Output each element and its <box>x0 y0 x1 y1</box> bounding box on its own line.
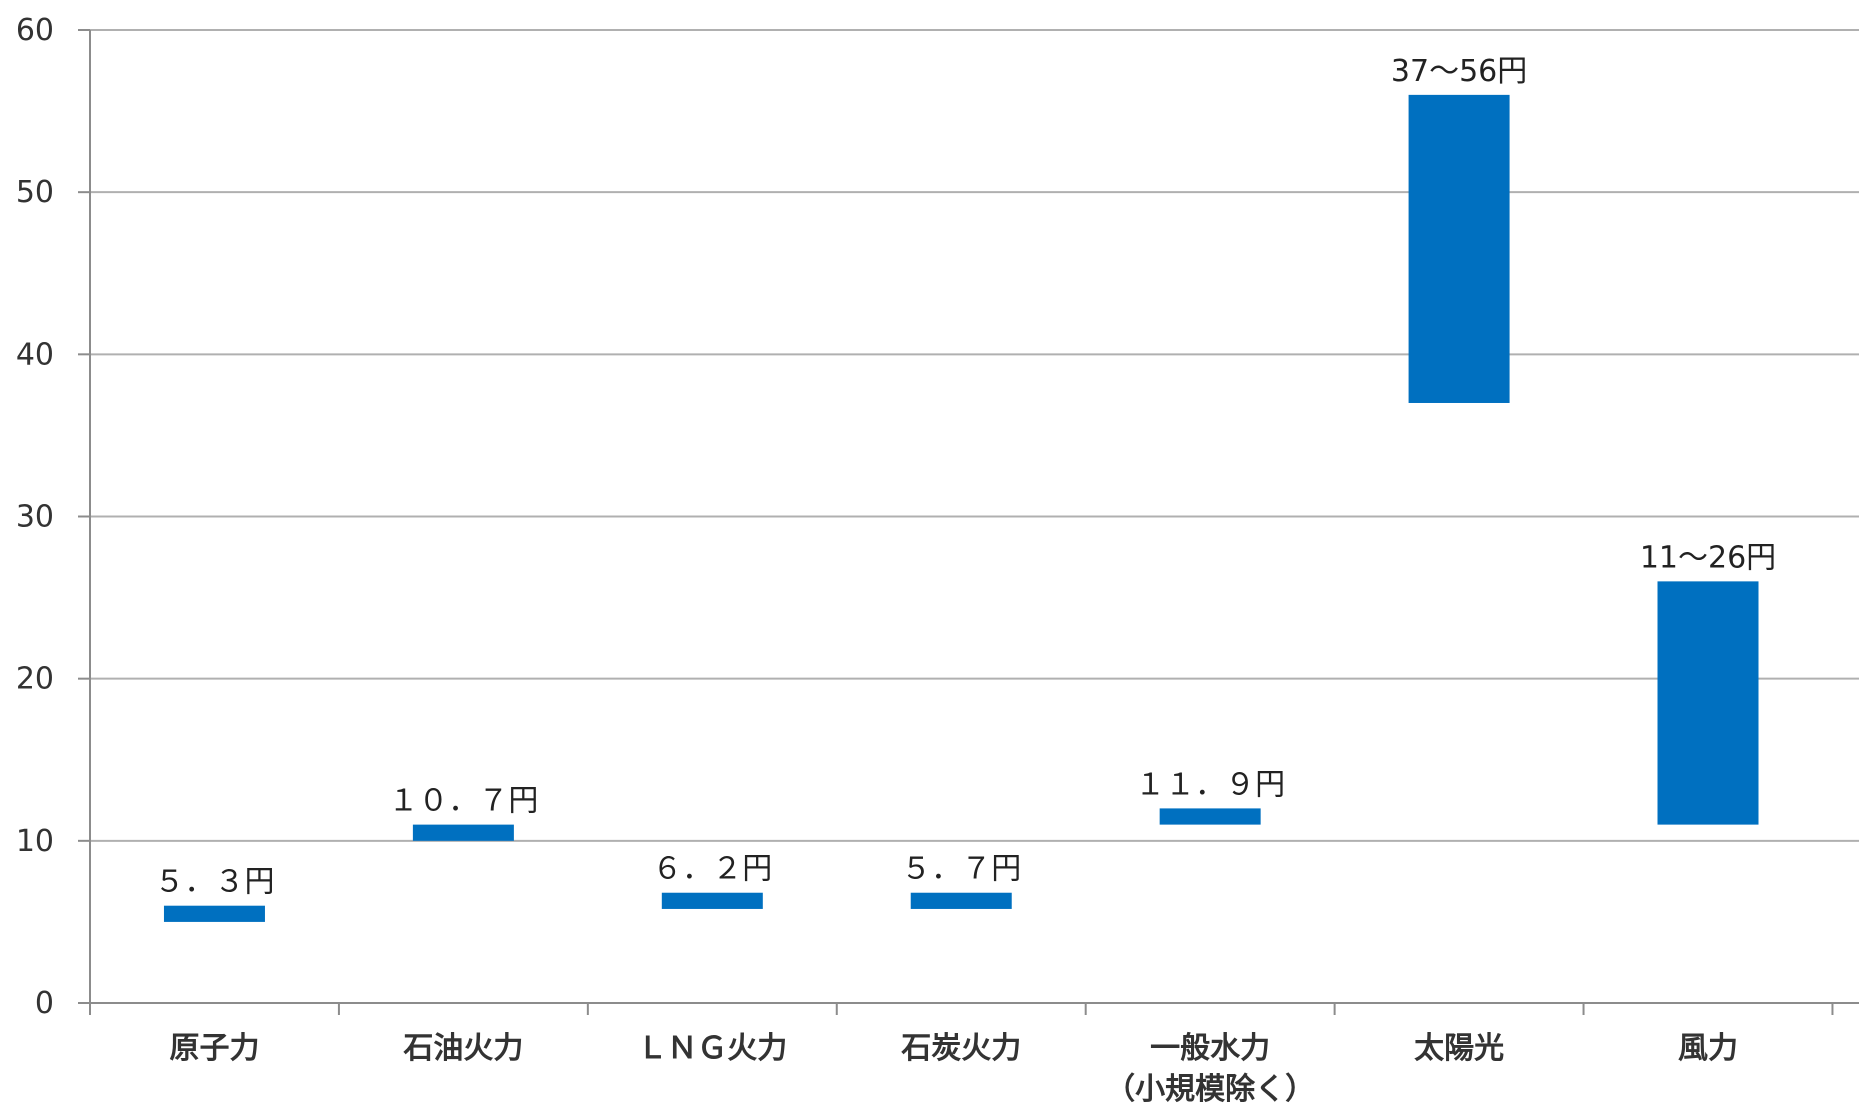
bar-4 <box>910 892 1012 909</box>
y-tick-label: 30 <box>16 500 54 535</box>
bar-5 <box>1159 808 1261 825</box>
x-tick-label: 原子力 <box>169 1031 259 1066</box>
data-label: ６．２円 <box>652 852 772 887</box>
bar-1 <box>163 905 265 922</box>
data-label: ５．７円 <box>901 852 1021 887</box>
bar-3 <box>661 892 763 909</box>
bar-2 <box>412 824 514 841</box>
y-tick-label: 10 <box>16 824 54 859</box>
data-label: ５．３円 <box>154 865 274 900</box>
bars <box>163 94 1759 922</box>
data-label: １１．９円 <box>1135 767 1285 802</box>
gridlines <box>90 29 1859 842</box>
y-tick-label: 60 <box>16 13 54 48</box>
axes <box>78 29 1859 1015</box>
bar-7 <box>1657 581 1759 825</box>
x-tick-label: 太陽光 <box>1414 1031 1504 1066</box>
y-tick-label: 0 <box>35 986 54 1021</box>
x-tick-label: ＬＮＧ火力 <box>637 1031 787 1066</box>
data-label: 11～26円 <box>1640 540 1776 575</box>
data-label: １０．７円 <box>388 784 538 819</box>
bar-6 <box>1408 94 1510 403</box>
data-label: 37～56円 <box>1391 54 1527 89</box>
y-tick-label: 40 <box>16 337 54 372</box>
x-tick-label: 石炭火力 <box>900 1031 1021 1066</box>
x-tick-label: 一般水力 <box>1150 1031 1270 1066</box>
x-tick-label: 風力 <box>1678 1031 1738 1066</box>
x-tick-sublabel: （小規模除く） <box>1105 1072 1315 1107</box>
x-tick-label: 石油火力 <box>402 1031 523 1066</box>
y-tick-label: 50 <box>16 175 54 210</box>
y-tick-label: 20 <box>16 662 54 697</box>
